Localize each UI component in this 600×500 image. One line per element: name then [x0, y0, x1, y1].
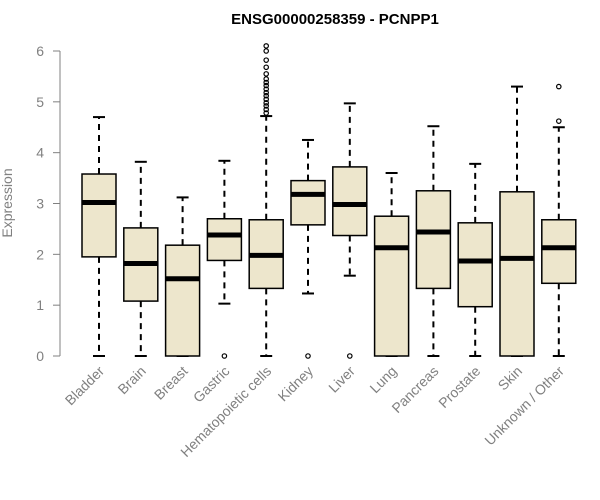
box-prostate: [457, 162, 493, 357]
outlier-point: [263, 106, 270, 113]
x-tick-label: Brain: [114, 363, 148, 397]
outlier-point: [346, 353, 353, 359]
box-kidney: [290, 138, 326, 359]
box-bladder: [81, 116, 117, 357]
box-iqr: [206, 218, 243, 262]
outlier-point: [305, 353, 311, 359]
outlier-point: [263, 86, 270, 92]
outlier-point: [263, 48, 270, 54]
box-unknown-other: [541, 83, 577, 357]
outlier-point: [263, 92, 270, 99]
y-tick-label: 1: [36, 297, 44, 313]
y-tick-label: 0: [36, 348, 44, 364]
x-tick-label: Prostate: [435, 363, 483, 411]
box-lung: [373, 172, 410, 357]
x-tick-label: Breast: [151, 363, 191, 403]
outlier-point: [263, 96, 270, 103]
box-gastric: [206, 159, 243, 359]
y-tick-label: 3: [36, 196, 44, 212]
outlier-point: [263, 103, 270, 109]
chart-title: ENSG00000258359 - PCNPP1: [231, 11, 439, 28]
box-skin: [499, 85, 535, 357]
box-hematopoietic-cells: [248, 43, 284, 357]
x-tick-label: Skin: [495, 363, 526, 394]
outlier-point: [263, 76, 270, 82]
box-iqr: [290, 179, 326, 226]
y-tick-label: 6: [36, 43, 44, 59]
y-tick-label: 5: [36, 94, 44, 110]
outlier-point: [263, 71, 270, 77]
box-iqr: [373, 215, 410, 357]
box-iqr: [332, 166, 368, 237]
outlier-point: [263, 64, 270, 71]
x-tick-label: Liver: [325, 363, 358, 396]
box-iqr: [415, 190, 452, 290]
y-axis: 0 1 2 3 4 5 6: [36, 43, 61, 364]
outlier-point: [263, 82, 270, 89]
box-liver: [332, 102, 368, 359]
outlier-point: [221, 353, 228, 359]
x-tick-label: Unknown / Other: [481, 363, 567, 449]
box-breast: [164, 196, 201, 357]
box-iqr: [541, 219, 577, 285]
box-iqr: [457, 222, 493, 308]
box-series: [81, 43, 577, 359]
box-iqr: [164, 244, 201, 357]
outlier-point: [263, 79, 270, 86]
outlier-point: [263, 89, 270, 96]
outlier-point: [263, 100, 270, 106]
x-tick-label: Lung: [366, 363, 399, 396]
y-tick-label: 4: [36, 145, 44, 161]
outlier-point: [263, 57, 270, 63]
box-iqr: [499, 191, 535, 357]
outlier-point: [555, 118, 562, 124]
y-axis-label: Expression: [0, 168, 15, 237]
box-pancreas: [415, 125, 452, 357]
box-iqr: [81, 173, 117, 258]
x-tick-label: Kidney: [275, 363, 317, 405]
y-tick-label: 2: [36, 246, 44, 262]
outlier-point: [555, 83, 562, 90]
outlier-point: [263, 43, 270, 49]
x-tick-label: Bladder: [62, 363, 108, 409]
outlier-point: [263, 110, 270, 116]
box-brain: [123, 160, 159, 357]
